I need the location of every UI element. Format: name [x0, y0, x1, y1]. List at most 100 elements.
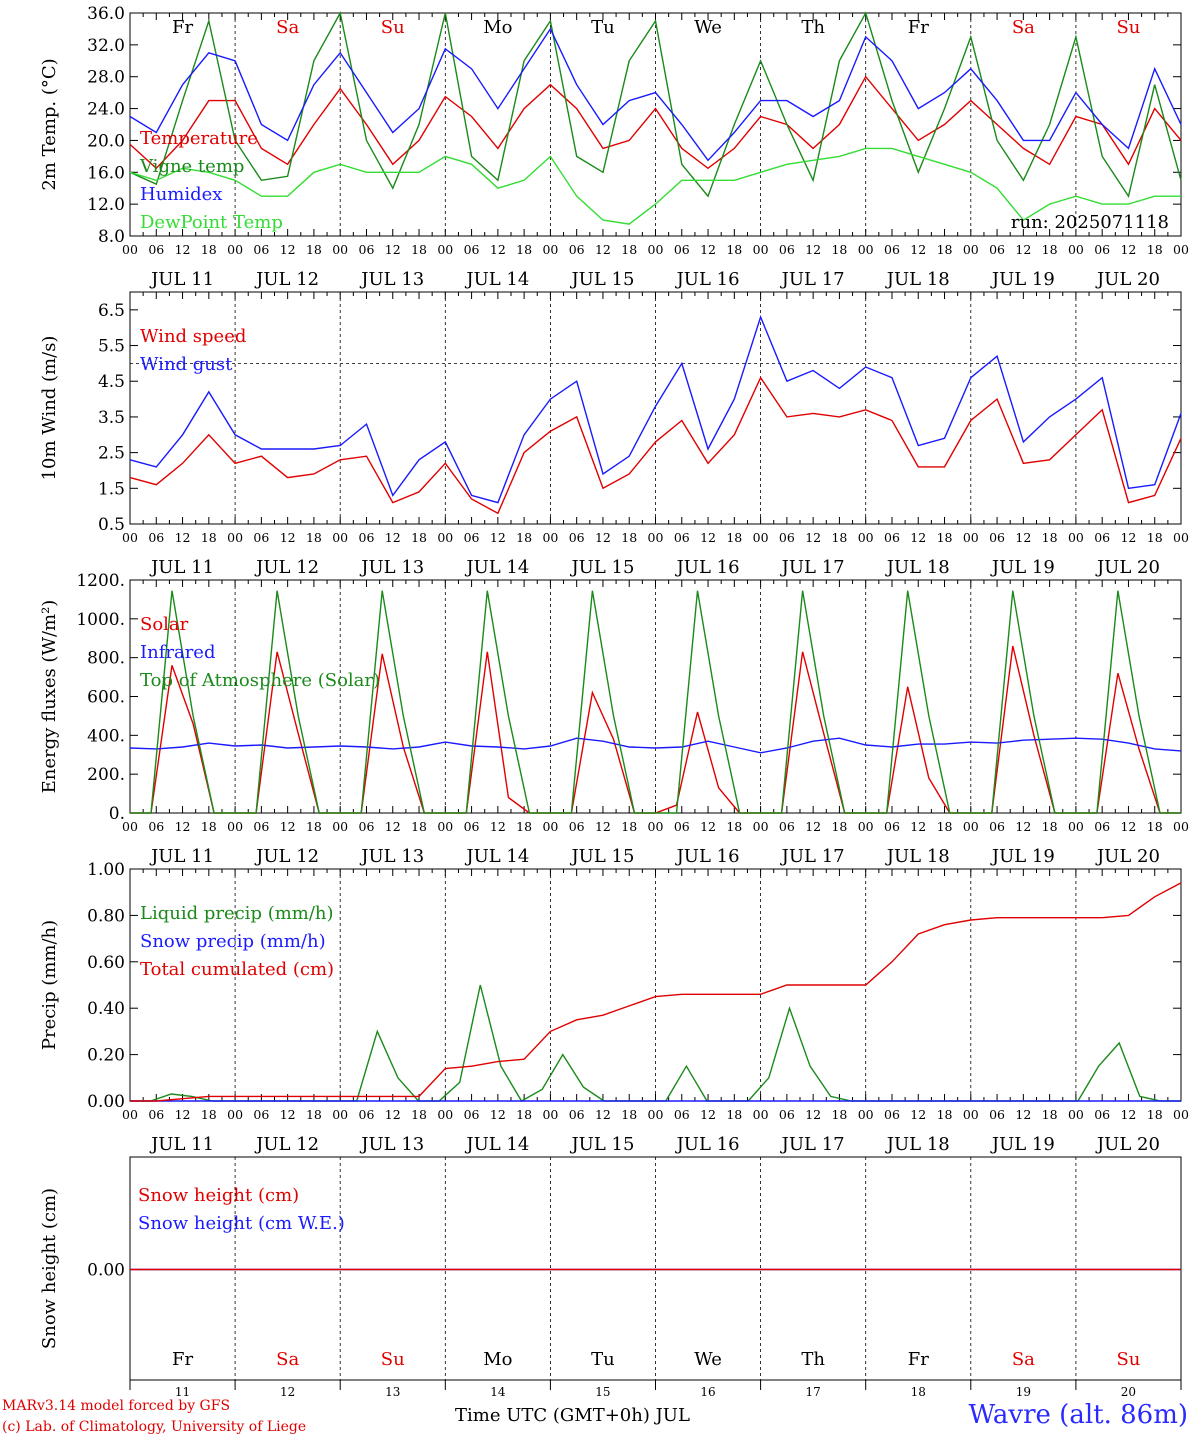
y-tick-label: 5.5: [98, 337, 125, 357]
hour-tick-label: 06: [1094, 530, 1110, 545]
y-tick-label: 1000.: [76, 610, 125, 630]
hour-tick-label: 18: [516, 530, 532, 545]
hour-tick-label: 12: [1120, 242, 1136, 257]
hour-tick-label: 18: [411, 1107, 427, 1122]
hour-tick-label: 06: [569, 1107, 585, 1122]
series-line: [130, 882, 1182, 1102]
hour-tick-label: 06: [253, 1107, 269, 1122]
legend-entry: Snow precip (mm/h): [140, 931, 326, 952]
day-number-label: 20: [1121, 1385, 1136, 1399]
date-tick-label: JUL 11: [149, 557, 214, 578]
day-name-label: Su: [1116, 17, 1140, 38]
hour-tick-label: 00: [1068, 242, 1084, 257]
hour-tick-label: 18: [411, 242, 427, 257]
legend-entry: Wind speed: [140, 326, 246, 347]
hour-tick-label: 12: [805, 1107, 821, 1122]
hour-tick-label: 00: [753, 1107, 769, 1122]
hour-tick-label: 12: [805, 819, 821, 834]
day-number-label: 15: [595, 1385, 610, 1399]
hour-tick-label: 06: [674, 242, 690, 257]
y-axis-label: Snow height (cm): [39, 1188, 60, 1349]
y-tick-label: 1.00: [87, 860, 125, 880]
date-tick-label: JUL 15: [569, 557, 634, 578]
hour-tick-label: 18: [1147, 819, 1163, 834]
y-tick-label: 6.5: [98, 301, 125, 321]
y-tick-label: 24.0: [87, 100, 125, 120]
hour-tick-label: 06: [148, 530, 164, 545]
day-number-label: 13: [385, 1385, 400, 1399]
hour-tick-label: 00: [648, 819, 664, 834]
hour-tick-label: 06: [989, 819, 1005, 834]
date-tick-label: JUL 18: [885, 557, 950, 578]
date-tick-label: JUL 18: [885, 269, 950, 290]
hour-tick-label: 18: [726, 1107, 742, 1122]
series-line: [129, 376, 1182, 515]
hour-tick-label: 06: [884, 819, 900, 834]
hour-tick-label: 12: [385, 819, 401, 834]
y-tick-label: 8.0: [98, 227, 125, 247]
hour-tick-label: 06: [779, 1107, 795, 1122]
day-number-label: 12: [280, 1385, 295, 1399]
date-tick-label: JUL 17: [780, 557, 845, 578]
credit-model: MARv3.14 model forced by GFS: [2, 1398, 231, 1414]
hour-tick-label: 12: [280, 1107, 296, 1122]
day-name-label: Su: [381, 17, 405, 38]
hour-tick-label: 18: [1042, 1107, 1058, 1122]
date-tick-label: JUL 17: [780, 269, 845, 290]
hour-tick-label: 06: [464, 530, 480, 545]
y-axis-label: Energy fluxes (W/m²): [39, 600, 60, 794]
hour-tick-label: 00: [227, 242, 243, 257]
hour-tick-label: 12: [700, 242, 716, 257]
y-tick-label: 36.0: [87, 4, 125, 24]
hour-tick-label: 06: [779, 242, 795, 257]
hour-tick-label: 18: [621, 242, 637, 257]
date-tick-label: JUL 11: [149, 846, 214, 867]
hour-tick-label: 18: [831, 530, 847, 545]
hour-tick-label: 18: [831, 242, 847, 257]
day-number-label: 16: [700, 1385, 715, 1399]
y-tick-label: 32.0: [87, 36, 125, 56]
hour-tick-label: 00: [332, 1107, 348, 1122]
hour-tick-label: 12: [1120, 819, 1136, 834]
hour-tick-label: 12: [385, 530, 401, 545]
date-tick-label: JUL 13: [359, 557, 424, 578]
hour-tick-label: 12: [700, 819, 716, 834]
y-tick-label: 600.: [87, 688, 125, 708]
series-line: [129, 27, 1182, 162]
date-tick-label: JUL 19: [990, 557, 1055, 578]
date-tick-label: JUL 18: [885, 1134, 950, 1155]
day-name-label: Su: [1116, 1349, 1140, 1370]
hour-tick-label: 06: [674, 1107, 690, 1122]
day-name-label: Sa: [1012, 17, 1035, 38]
y-tick-label: 20.0: [87, 131, 125, 151]
hour-tick-label: 00: [122, 819, 138, 834]
series-line: [129, 10, 1182, 198]
series-line: [129, 314, 1182, 504]
date-tick-label: JUL 11: [149, 1134, 214, 1155]
day-number-label: 19: [1016, 1385, 1031, 1399]
hour-tick-label: 06: [1094, 1107, 1110, 1122]
y-tick-label: 4.5: [98, 372, 125, 392]
hour-tick-label: 18: [306, 1107, 322, 1122]
day-name-label: Mo: [483, 17, 512, 38]
y-tick-label: 0.00: [87, 1092, 125, 1112]
hour-tick-label: 12: [490, 242, 506, 257]
date-tick-label: JUL 11: [149, 269, 214, 290]
date-tick-label: JUL 20: [1095, 1134, 1160, 1155]
hour-tick-label: 12: [280, 242, 296, 257]
hour-tick-label: 12: [490, 530, 506, 545]
legend-entry: Wind gust: [140, 354, 233, 375]
hour-tick-label: 18: [937, 530, 953, 545]
hour-tick-label: 00: [227, 819, 243, 834]
hour-tick-label: 12: [385, 1107, 401, 1122]
date-tick-label: JUL 17: [780, 1134, 845, 1155]
hour-tick-label: 06: [148, 242, 164, 257]
hour-tick-label: 18: [516, 819, 532, 834]
hour-tick-label: 18: [201, 819, 217, 834]
date-tick-label: JUL 14: [464, 846, 529, 867]
hour-tick-label: 18: [306, 819, 322, 834]
hour-tick-label: 00: [122, 530, 138, 545]
hour-tick-label: 12: [1120, 1107, 1136, 1122]
y-tick-label: 0.5: [98, 515, 125, 535]
hour-tick-label: 00: [963, 1107, 979, 1122]
